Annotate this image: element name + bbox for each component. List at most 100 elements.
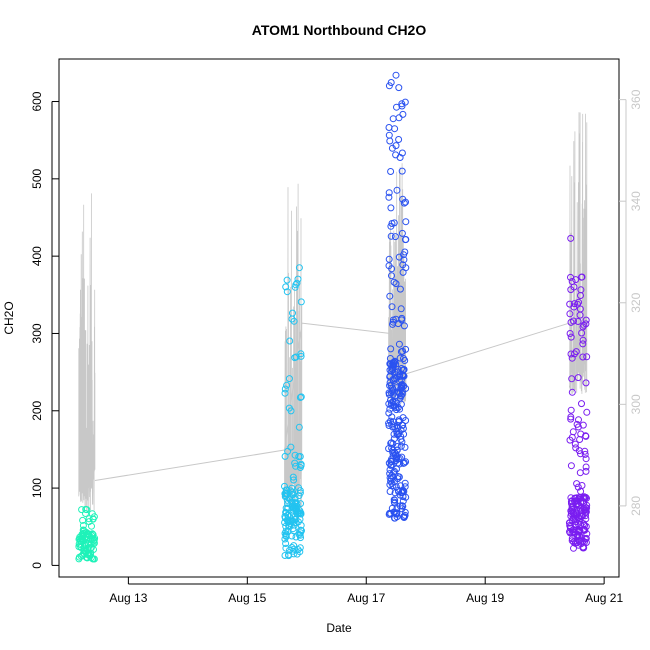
data-point [385,422,393,429]
data-point [581,526,589,534]
data-point [392,280,400,288]
data-point [566,300,574,308]
data-point [386,137,394,145]
data-point [281,552,289,559]
data-point [567,415,575,423]
connector-line [405,322,570,375]
data-point [282,283,290,291]
data-point [285,375,293,383]
data-point [394,475,402,483]
data-point [575,416,582,424]
data-point [581,450,589,458]
data-point [399,110,407,118]
data-point [582,463,590,471]
data-point [288,544,296,551]
data-point [570,529,578,537]
plot-frame [58,58,620,578]
data-point [293,279,301,287]
data-point [566,528,573,536]
data-point [386,292,394,300]
data-point [290,476,298,484]
data-point [291,500,299,508]
data-point [386,488,394,495]
data-point [394,404,402,411]
y-tick-label: 200 [30,400,44,420]
data-point [582,493,590,501]
y-tick-label: 300 [30,323,44,343]
data-point [568,508,576,516]
connector-line [94,449,285,482]
data-point [398,453,406,461]
plot-area: 0 100 200 300 400 500 600 280 300 320 340 360 Aug 13… [30,58,643,605]
data-point [392,151,400,159]
y2-tick-label: 300 [629,394,643,414]
data-point [573,420,581,428]
data-point [582,539,590,546]
data-point [385,82,393,90]
data-point [402,493,410,501]
data-point [577,286,585,294]
data-point [387,345,395,353]
data-point [581,521,589,529]
data-point [393,453,401,461]
data-point [397,442,405,450]
data-point [567,406,575,414]
data-point [402,218,410,226]
data-point [567,494,575,502]
secondary-series-line [388,163,407,405]
data-point [571,350,578,358]
data-point [286,337,294,345]
data-point [575,298,583,306]
data-point [402,198,409,206]
data-point [281,385,289,393]
data-point [80,545,88,553]
data-point [387,461,395,469]
data-point [570,538,578,546]
data-point [291,451,299,459]
data-point [397,392,405,399]
data-point [288,517,296,525]
data-point [570,283,578,291]
data-point [571,300,578,308]
data-point [393,384,401,392]
data-point [84,550,92,558]
data-point [85,530,92,538]
data-point [570,317,577,325]
x-axis-label: Date [326,621,352,635]
data-point [393,509,401,517]
data-point [391,358,399,366]
data-point [388,272,395,280]
data-point [84,551,92,558]
data-point [385,189,393,197]
data-point [296,394,304,401]
data-point [82,510,89,517]
data-point [281,529,289,537]
data-point [296,531,304,539]
data-point [295,453,303,461]
data-point [283,489,291,497]
data-point [297,526,305,534]
data-point [296,507,304,515]
data-point [400,322,408,330]
data-point [297,350,305,358]
data-point [394,368,402,376]
data-point [281,389,289,397]
data-point [389,452,397,460]
data-point [385,262,393,270]
data-point [391,467,398,475]
data-point [89,515,97,523]
data-point [566,330,574,337]
y-tick-label: 600 [30,91,44,111]
data-point [291,354,299,362]
data-point [395,136,403,143]
data-point [386,474,394,482]
data-point [75,553,83,561]
data-point [398,438,406,446]
y-tick-label: 400 [30,246,44,266]
data-point [79,522,87,529]
data-point [579,336,587,344]
data-point [393,399,401,407]
data-point [289,473,297,481]
